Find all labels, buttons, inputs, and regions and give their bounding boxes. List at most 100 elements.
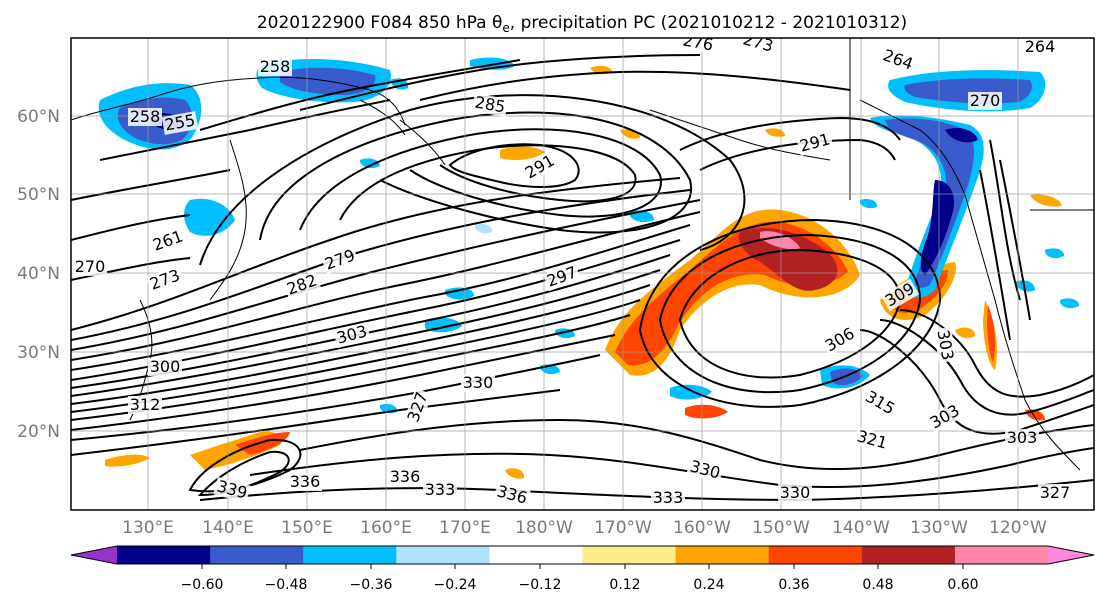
contour-label: 270 (970, 91, 1001, 110)
colorbar-swatch (396, 546, 490, 564)
contour-label-bg (933, 326, 957, 364)
contour-label-bg (333, 321, 371, 349)
lon-label: 160°E (360, 518, 412, 538)
contour-label-bg (148, 358, 182, 376)
contour-label-bg (925, 400, 965, 434)
colorbar-tick-label: 0.12 (609, 577, 640, 593)
colorbar (70, 545, 1095, 569)
colorbar-tick-label: 0.60 (947, 577, 978, 593)
contour-label: 333 (653, 488, 684, 507)
figure-title: 2020122900 F084 850 hPa θe, precipitatio… (257, 13, 907, 35)
colorbar-tick-label: 0.48 (862, 577, 893, 593)
contour-label-bg (320, 245, 360, 275)
lon-label: 170°W (594, 518, 652, 538)
contour-label-bg (288, 473, 322, 491)
colorbar-outline (70, 545, 1095, 565)
contour-label: 336 (390, 467, 421, 486)
contour-label-bg (493, 481, 531, 509)
contour-label-bg (651, 489, 685, 507)
colorbar-tick-label: 0.24 (693, 577, 724, 593)
lon-label: 130°E (122, 518, 174, 538)
lon-label: 150°W (752, 518, 810, 538)
contour-label: 258 (260, 57, 291, 76)
contour-label-bg (853, 426, 891, 454)
contour-label-bg (542, 262, 582, 292)
contour-label-bg (213, 476, 251, 504)
lon-label: 140°E (202, 518, 254, 538)
coastlines (71, 38, 1094, 471)
contour-label: 303 (1007, 428, 1038, 447)
contour-label: 327 (1040, 483, 1071, 502)
colorbar-swatch (675, 546, 770, 564)
contour-label-bg (403, 387, 433, 427)
contour-label: 264 (1025, 37, 1056, 56)
contour-label: 258 (130, 107, 161, 126)
colorbar-tick-label: −0.12 (519, 577, 562, 593)
contour-label: 270 (75, 257, 106, 276)
contour-label-bg (282, 270, 322, 300)
contour-label-bg (878, 45, 918, 75)
colorbar-tick-label: −0.36 (350, 577, 393, 593)
contour-label-bg (968, 92, 1002, 110)
contour-label-bg (880, 278, 920, 312)
theta-e-contours (71, 54, 1094, 502)
contour-label: 330 (780, 483, 811, 502)
lon-label: 180°W (515, 518, 573, 538)
lon-label: 170°E (439, 518, 491, 538)
contour-label-bg (148, 226, 188, 256)
contour-label: 276 (681, 30, 714, 54)
lat-label: 40°N (17, 264, 60, 284)
contour-label-bg (388, 468, 422, 486)
contour-label-bg (520, 150, 560, 184)
contour-label-bg (1023, 38, 1057, 56)
contour-label-bg (679, 38, 717, 55)
contour-label: 330 (463, 373, 494, 392)
colorbar-swatch (117, 546, 211, 564)
colorbar-swatch (489, 546, 583, 564)
lat-label: 20°N (17, 422, 60, 442)
colorbar-swatch (861, 546, 956, 564)
contour-label-bg (778, 484, 812, 502)
contour-label-bg (461, 374, 495, 392)
contour-label-bg (128, 396, 162, 414)
contour-label-bg (820, 323, 860, 357)
lat-label: 30°N (17, 343, 60, 363)
lon-label: 140°W (832, 518, 890, 538)
lon-label: 160°W (673, 518, 731, 538)
colorbar-swatch (582, 546, 677, 564)
lon-label: 150°E (281, 518, 333, 538)
contour-label: 336 (290, 472, 321, 491)
contour-label-bg (686, 456, 724, 484)
contour-label-bg (860, 386, 900, 420)
latitude-labels: 60°N 50°N 40°N 30°N 20°N (17, 107, 60, 442)
lat-label: 50°N (17, 185, 60, 205)
lon-label: 120°W (989, 518, 1047, 538)
contour-label-bg (1005, 429, 1039, 447)
colorbar-swatch (954, 546, 1049, 564)
contour-label: 312 (130, 395, 161, 414)
contour-label-bg (471, 93, 509, 117)
contour-label: 333 (425, 480, 456, 499)
longitude-labels: 130°E 140°E 150°E 160°E 170°E 180°W 170°… (122, 518, 1047, 538)
colorbar-tick-label: 0.36 (778, 577, 809, 593)
colorbar-swatch (210, 546, 304, 564)
contour-label-bg (128, 108, 162, 126)
colorbar-swatch (768, 546, 863, 564)
contour-label-bg (423, 481, 457, 499)
colorbar-tick-label: −0.24 (434, 577, 477, 593)
contour-label-bg (258, 58, 292, 76)
lat-label: 60°N (17, 107, 60, 127)
colorbar-swatch (303, 546, 397, 564)
lon-label: 130°W (910, 518, 968, 538)
map-frame (70, 37, 1095, 511)
contour-label-bg (739, 38, 777, 57)
contour-label-bg (796, 129, 834, 157)
contour-label-bg (145, 265, 185, 295)
colorbar-extend-min (71, 546, 117, 564)
contour-label: 300 (150, 357, 181, 376)
contour-label-bg (161, 111, 199, 135)
contour-label-bg (1038, 484, 1072, 502)
colorbar-tick-label: −0.48 (265, 577, 308, 593)
colorbar-ticks: −0.60 −0.48 −0.36 −0.24 −0.12 0.12 0.24 … (181, 577, 979, 593)
